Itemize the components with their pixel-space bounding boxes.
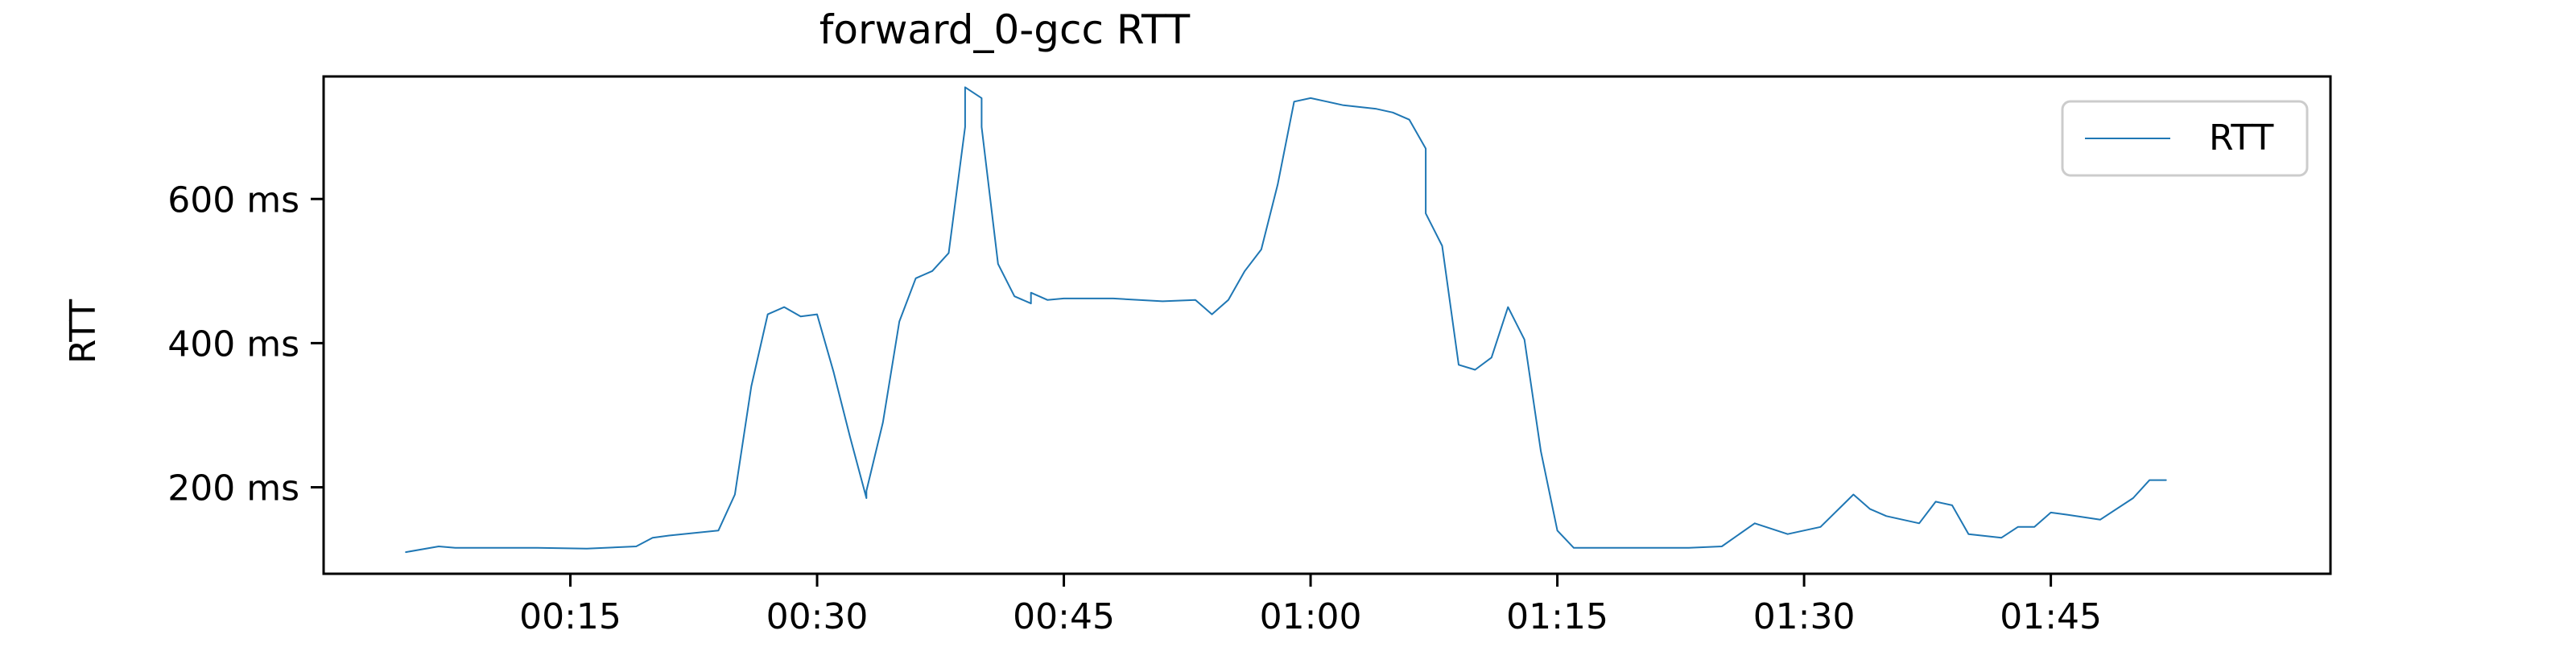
x-tick-label-1: 00:30 xyxy=(766,596,869,637)
x-tick-label-3: 01:00 xyxy=(1260,596,1362,637)
legend-label-rtt: RTT xyxy=(2209,117,2273,159)
x-tick-label-5: 01:30 xyxy=(1753,596,1856,637)
x-tick-label-0: 00:15 xyxy=(519,596,621,637)
y-tick-label-1: 400 ms xyxy=(167,324,299,365)
y-tick-label-0: 200 ms xyxy=(167,468,299,509)
legend-box xyxy=(2061,100,2309,177)
plot-frame xyxy=(322,75,2332,575)
y-axis-label: RTT xyxy=(63,299,104,364)
x-tick-label-2: 00:45 xyxy=(1013,596,1115,637)
series-layer xyxy=(405,86,2167,554)
chart-title: forward_0-gcc RTT xyxy=(819,6,1191,53)
x-tick-label-4: 01:15 xyxy=(1506,596,1608,637)
series-line-rtt xyxy=(405,86,2167,554)
axis-ticks: 00:15 00:30 00:45 01:00 01:15 01:30 01:45 200 m… xyxy=(167,179,2102,637)
legend: RTT xyxy=(2061,100,2309,177)
x-tick-label-6: 01:45 xyxy=(2000,596,2102,637)
y-tick-label-2: 600 ms xyxy=(167,179,299,220)
